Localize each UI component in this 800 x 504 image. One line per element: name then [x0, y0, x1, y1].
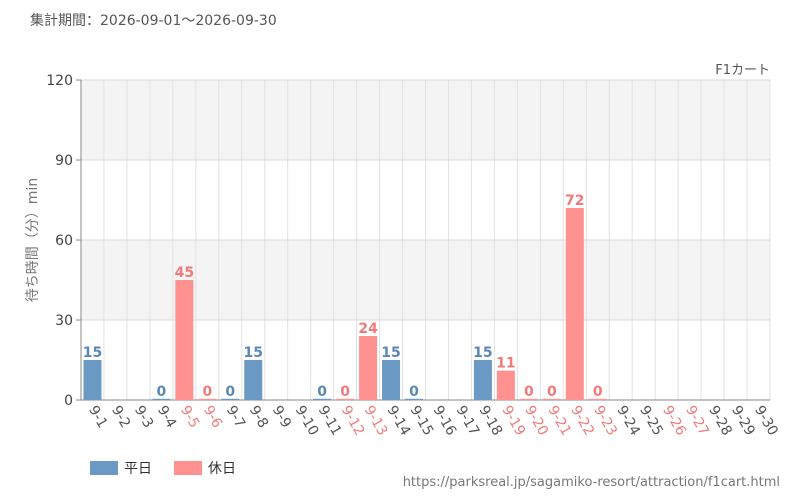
bar-value-label-9-13: 24: [358, 321, 378, 337]
bar-9-6: [198, 398, 217, 400]
x-tick-label-9-22: 9-22: [567, 403, 597, 439]
y-tick-label: 30: [55, 313, 73, 329]
legend-item-weekday[interactable]: 平日: [90, 458, 152, 478]
bar-9-15: [405, 398, 424, 400]
x-tick-label-9-7: 9-7: [223, 403, 248, 431]
x-tick-label-9-26: 9-26: [659, 403, 689, 439]
bar-9-1: [83, 360, 102, 400]
x-tick-label-9-29: 9-29: [728, 403, 758, 439]
chart-title: F1カート: [715, 63, 770, 78]
x-tick-label-9-28: 9-28: [705, 403, 735, 439]
bar-9-13: [359, 336, 378, 400]
bar-9-11: [313, 398, 332, 400]
x-tick-label-9-18: 9-18: [475, 403, 505, 439]
x-tick-label-9-15: 9-15: [407, 403, 437, 439]
bar-value-label-9-7: 0: [225, 384, 235, 400]
x-tick-label-9-12: 9-12: [338, 403, 368, 439]
x-tick-label-9-20: 9-20: [521, 403, 551, 439]
bar-9-18: [473, 360, 492, 400]
x-tick-label-9-19: 9-19: [498, 403, 528, 439]
bar-9-22: [565, 208, 584, 400]
x-tick-label-9-8: 9-8: [246, 403, 271, 431]
x-tick-label-9-2: 9-2: [108, 403, 133, 431]
period-label: 集計期間：2026-09-01～2026-09-30: [30, 13, 277, 29]
bar-9-8: [244, 360, 263, 400]
bar-9-20: [519, 398, 538, 400]
bar-9-21: [542, 398, 561, 400]
bar-9-4: [152, 398, 171, 400]
legend-swatch-weekday: [90, 461, 118, 475]
x-tick-label-9-10: 9-10: [292, 403, 322, 439]
legend-label-holiday: 休日: [208, 461, 236, 477]
x-tick-label-9-11: 9-11: [315, 403, 345, 439]
bar-value-label-9-5: 45: [175, 265, 194, 281]
x-tick-label-9-1: 9-1: [85, 403, 110, 431]
bar-value-label-9-23: 0: [593, 384, 603, 400]
legend-swatch-holiday: [174, 461, 202, 475]
bar-9-7: [221, 398, 240, 400]
x-tick-label-9-25: 9-25: [636, 403, 666, 439]
bar-value-label-9-11: 0: [317, 384, 327, 400]
x-tick-label-9-16: 9-16: [430, 403, 460, 439]
bar-value-label-9-18: 15: [473, 345, 492, 361]
bar-value-label-9-4: 0: [157, 384, 167, 400]
chart-legend: 平日 休日: [90, 458, 236, 478]
x-tick-label-9-9: 9-9: [269, 403, 294, 431]
bar-9-14: [382, 360, 401, 400]
y-axis-label: 待ち時間（分）min: [25, 178, 41, 302]
y-tick-label: 0: [64, 393, 73, 409]
bar-value-label-9-12: 0: [340, 384, 350, 400]
x-tick-label-9-24: 9-24: [613, 403, 643, 439]
x-tick-label-9-27: 9-27: [682, 403, 712, 439]
x-tick-label-9-3: 9-3: [131, 403, 156, 431]
bar-9-19: [496, 370, 515, 400]
y-tick-label: 60: [55, 233, 73, 249]
legend-item-holiday[interactable]: 休日: [174, 458, 236, 478]
x-tick-label-9-30: 9-30: [751, 403, 781, 439]
bar-9-12: [336, 398, 355, 400]
bar-value-label-9-1: 15: [83, 345, 102, 361]
bar-value-label-9-22: 72: [565, 193, 584, 209]
bar-value-label-9-6: 0: [202, 384, 212, 400]
bar-value-label-9-8: 15: [244, 345, 263, 361]
y-tick-label: 120: [46, 73, 73, 89]
x-tick-label-9-4: 9-4: [154, 403, 179, 431]
bar-value-label-9-19: 11: [496, 356, 515, 372]
bar-9-5: [175, 280, 194, 400]
y-tick-label: 90: [55, 153, 73, 169]
bar-value-label-9-14: 15: [381, 345, 400, 361]
x-tick-label-9-23: 9-23: [590, 403, 620, 439]
legend-label-weekday: 平日: [124, 461, 152, 477]
x-tick-label-9-21: 9-21: [544, 403, 574, 439]
bar-value-label-9-20: 0: [524, 384, 534, 400]
x-tick-label-9-14: 9-14: [384, 403, 414, 439]
bar-value-label-9-21: 0: [547, 384, 557, 400]
bar-value-label-9-15: 0: [409, 384, 419, 400]
bar-9-23: [588, 398, 607, 400]
source-url: https://parksreal.jp/sagamiko-resort/att…: [402, 475, 780, 490]
x-tick-label-9-17: 9-17: [452, 403, 482, 439]
x-tick-label-9-6: 9-6: [200, 403, 225, 431]
x-tick-label-9-5: 9-5: [177, 403, 202, 431]
x-tick-label-9-13: 9-13: [361, 403, 391, 439]
